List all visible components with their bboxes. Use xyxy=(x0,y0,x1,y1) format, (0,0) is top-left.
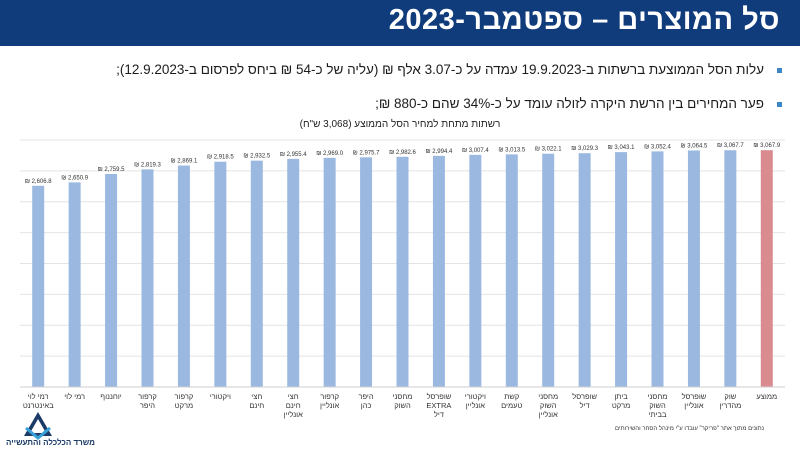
category-label: קרפור אונליין xyxy=(320,392,340,410)
category-label: רמי לוי באינטרנט xyxy=(23,392,54,410)
bullet-square-icon xyxy=(777,102,782,107)
data-label: ₪ 2,969.0 xyxy=(316,151,343,157)
data-label: ₪ 3,029.3 xyxy=(571,146,598,152)
data-label: ₪ 2,606.8 xyxy=(25,179,52,185)
chain-bar xyxy=(177,165,190,387)
category-label: קרפור היפר xyxy=(138,392,157,410)
category-label: מחסני השוק אונליין xyxy=(538,392,558,419)
chain-bar xyxy=(432,155,445,387)
chain-bar xyxy=(687,150,700,387)
chain-bar xyxy=(105,174,118,387)
ministry-logo-icon xyxy=(24,412,52,440)
data-label: ₪ 3,064.5 xyxy=(681,143,708,149)
chain-bar xyxy=(141,169,154,387)
category-label: חצי חינם xyxy=(249,392,264,410)
data-label: ₪ 2,819.3 xyxy=(134,162,161,168)
ministry-name: משרד הכלכלה והתעשייה xyxy=(6,438,95,447)
category-label: שופרסל EXTRA דיל xyxy=(426,392,451,419)
data-label: ₪ 3,013.5 xyxy=(498,147,525,153)
data-label: ₪ 2,650.9 xyxy=(61,175,88,181)
bullet-item: פער המחירים בין הרשת היקרה לזולה עומד על… xyxy=(16,92,786,116)
chain-bar xyxy=(360,157,373,387)
page-title: סל המוצרים – ספטמבר-2023 xyxy=(388,4,780,36)
chain-bar xyxy=(68,182,81,387)
category-label: שופרסל אונליין xyxy=(682,392,707,410)
category-label: יוחננוף xyxy=(100,392,121,401)
category-label: רמי לוי xyxy=(64,392,85,401)
data-label: ₪ 3,022.1 xyxy=(535,147,562,153)
category-label: מחסני השוק xyxy=(393,392,413,410)
chain-bar xyxy=(724,150,737,387)
chain-bar xyxy=(32,185,45,387)
chain-bar xyxy=(396,156,409,387)
chain-bar xyxy=(651,151,664,387)
category-label: שופרסל דיל xyxy=(572,392,597,410)
data-label: ₪ 3,067.9 xyxy=(753,143,780,149)
data-label: ₪ 3,007.4 xyxy=(462,148,489,154)
category-label: שוק מהדרין xyxy=(719,392,741,410)
chain-bar xyxy=(578,153,591,387)
bullet-item: עלות הסל הממוצעת ברשתות ב-19.9.2023 עמדה… xyxy=(16,58,786,82)
chain-bar xyxy=(250,160,263,387)
data-label: ₪ 3,052.4 xyxy=(644,144,671,150)
bullet-list: עלות הסל הממוצעת ברשתות ב-19.9.2023 עמדה… xyxy=(16,58,786,126)
bar-chart: ₪ 2,606.8 רמי לוי באינטרנט ₪ 2,650.9 רמי לוי… xyxy=(20,139,785,419)
category-label: ויקטורי אונליין xyxy=(465,392,486,410)
category-label: קרפור מרקט xyxy=(175,392,194,410)
bullet-text: פער המחירים בין הרשת היקרה לזולה עומד על… xyxy=(375,96,764,111)
category-label: ממוצע xyxy=(756,392,777,401)
category-label: היפר כהן xyxy=(359,392,374,410)
header-bar: סל המוצרים – ספטמבר-2023 xyxy=(0,0,800,46)
chain-bar xyxy=(505,154,518,387)
data-label: ₪ 2,982.6 xyxy=(389,150,416,156)
average-bar xyxy=(760,150,773,387)
chain-bar xyxy=(287,158,300,387)
category-label: ויקטורי xyxy=(210,392,231,401)
bullet-square-icon xyxy=(777,68,782,73)
chain-bar xyxy=(214,161,227,387)
data-label: ₪ 3,043.1 xyxy=(608,145,635,151)
data-label: ₪ 2,932.5 xyxy=(243,154,270,160)
data-label: ₪ 3,067.7 xyxy=(717,143,744,149)
chain-bar xyxy=(469,154,482,387)
bullet-text: עלות הסל הממוצעת ברשתות ב-19.9.2023 עמדה… xyxy=(116,62,764,77)
category-label: קשת טעמים xyxy=(501,392,522,410)
chart-title: רשתות מתחת למחיר הסל הממוצע (3,068 ש"ח) xyxy=(299,119,501,130)
chain-bar xyxy=(323,157,336,387)
category-label: מחסני השוק בביתי xyxy=(648,392,668,419)
category-label: חצי חינם אונליין xyxy=(284,392,304,419)
data-label: ₪ 2,869.1 xyxy=(171,159,198,165)
data-label: ₪ 2,955.4 xyxy=(280,152,307,158)
data-label: ₪ 2,994.4 xyxy=(426,149,453,155)
data-label: ₪ 2,975.7 xyxy=(353,150,380,156)
source-note: נתונים מתוך אתר "פריקר" עובדו ע"י מינהל … xyxy=(614,426,764,432)
data-label: ₪ 2,759.5 xyxy=(98,167,125,173)
data-label: ₪ 2,918.5 xyxy=(207,155,234,161)
chain-bar xyxy=(542,153,555,387)
category-label: ביתן מרקט xyxy=(612,392,630,410)
chain-bar xyxy=(615,152,628,387)
